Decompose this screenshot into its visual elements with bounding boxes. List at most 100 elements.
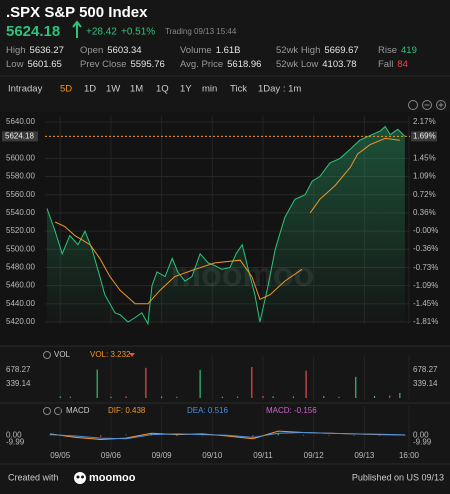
- title: .SPX S&P 500 Index: [6, 4, 148, 21]
- y2-tick-label: -0.73%: [413, 263, 438, 272]
- price-area: [47, 126, 405, 324]
- bar: [378, 435, 381, 436]
- bar: [292, 396, 295, 398]
- vol-icon[interactable]: [43, 351, 51, 359]
- stat-value: 5603.34: [107, 45, 141, 56]
- bar: [145, 367, 147, 398]
- bar: [201, 434, 203, 436]
- bar: [353, 435, 355, 436]
- tab[interactable]: 1D: [84, 84, 96, 95]
- tab[interactable]: 1M: [130, 84, 143, 95]
- y2-tick-label: 0.36%: [413, 208, 436, 217]
- stat-value: 5636.27: [30, 45, 64, 56]
- bar: [389, 395, 391, 398]
- macd-icon[interactable]: [43, 407, 51, 415]
- x-tick-label: 09/05: [50, 451, 71, 460]
- stat-label: Open: [80, 45, 103, 56]
- bar: [59, 396, 61, 398]
- price: 5624.18: [6, 23, 60, 40]
- zoom-out-icon[interactable]: [422, 100, 432, 110]
- stat-value: 4103.78: [322, 59, 356, 70]
- stat-value: 5618.96: [227, 59, 261, 70]
- bar: [226, 435, 229, 436]
- change: +28.42: [86, 27, 117, 38]
- bar: [338, 396, 340, 398]
- bar: [49, 434, 51, 436]
- up-arrow: [72, 20, 82, 38]
- y2-tick-label: -0.00%: [413, 226, 438, 235]
- tab[interactable]: 1Day : 1m: [258, 84, 301, 95]
- bar: [100, 435, 102, 437]
- bar: [251, 367, 253, 398]
- y-tick-label-right: 0.00: [413, 430, 429, 439]
- stat-label: High: [6, 45, 26, 56]
- bar: [125, 434, 127, 436]
- panel-title: MACD: [66, 406, 90, 415]
- settings-icon[interactable]: [54, 407, 62, 415]
- x-tick-label: 09/10: [202, 451, 223, 460]
- x-tick-label: 09/09: [152, 451, 173, 460]
- bar: [373, 395, 376, 398]
- brand-logo: [74, 472, 86, 484]
- y2-tick-label: -1.45%: [413, 299, 438, 308]
- y-tick-label: 339.14: [6, 379, 31, 388]
- indicator-value: VOL: 3.232: [90, 350, 131, 359]
- stat: Volume 1.61B: [180, 45, 241, 56]
- bar: [110, 396, 112, 398]
- tab[interactable]: 1W: [106, 84, 120, 95]
- tab[interactable]: 1Q: [156, 84, 169, 95]
- bar: [69, 396, 71, 398]
- x-tick-label: 09/06: [101, 451, 122, 460]
- tab[interactable]: Intraday: [8, 84, 43, 95]
- bar: [404, 435, 406, 436]
- current-pct-label: 1.69%: [413, 131, 436, 140]
- stat: Open 5603.34: [80, 45, 142, 56]
- y-tick-label: 678.27: [6, 365, 31, 374]
- stat-value: 5601.65: [27, 59, 61, 70]
- zoom-in-icon[interactable]: [436, 100, 446, 110]
- bar: [323, 396, 325, 398]
- bar: [355, 376, 357, 398]
- tab[interactable]: 1Y: [180, 84, 192, 95]
- bar: [150, 433, 153, 436]
- x-tick-label: 09/13: [354, 451, 375, 460]
- footer-left: Created with: [8, 472, 59, 482]
- y2-tick-label: 1.09%: [413, 171, 436, 180]
- y-tick-label-right: 678.27: [413, 365, 438, 374]
- y2-tick-label: -1.09%: [413, 281, 438, 290]
- bar: [96, 369, 98, 398]
- x-tick-label: 09/11: [253, 451, 273, 460]
- stat: Low 5601.65: [6, 59, 62, 70]
- bar: [328, 435, 330, 436]
- chart-tools[interactable]: [408, 100, 446, 110]
- stat-value: 419: [401, 45, 417, 56]
- tab[interactable]: min: [202, 84, 217, 95]
- y-tick-label-right: 339.14: [413, 379, 438, 388]
- tab[interactable]: Tick: [230, 84, 247, 95]
- stat: Fall 84: [378, 59, 408, 70]
- bar: [176, 396, 178, 398]
- y-tick-label: 5640.00: [6, 117, 35, 126]
- stat: Avg. Price 5618.96: [180, 59, 261, 70]
- bar: [399, 393, 401, 398]
- stat-label: Low: [6, 59, 24, 70]
- stat-value: 5595.76: [130, 59, 164, 70]
- y-tick-label: 0.00: [6, 430, 22, 439]
- bar: [160, 396, 163, 398]
- stat: Prev Close 5595.76: [80, 59, 165, 70]
- tab[interactable]: 5D: [60, 84, 72, 95]
- reset-icon[interactable]: [408, 100, 418, 110]
- footer-brand: moomoo: [89, 472, 136, 484]
- stat-label: 52wk Low: [276, 59, 318, 70]
- y-tick-label: 5600.00: [6, 153, 35, 162]
- y-tick-label: 5440.00: [6, 299, 35, 308]
- y-tick-label: 5540.00: [6, 208, 35, 217]
- y2-tick-label: 2.17%: [413, 117, 436, 126]
- x-tick-label: 09/12: [304, 451, 325, 460]
- stat-value: 1.61B: [216, 45, 241, 56]
- stat-value: 84: [397, 59, 408, 70]
- icon-stroke: [438, 102, 444, 108]
- y-tick-label: 5420.00: [6, 317, 35, 326]
- dropdown-icon[interactable]: [129, 353, 135, 357]
